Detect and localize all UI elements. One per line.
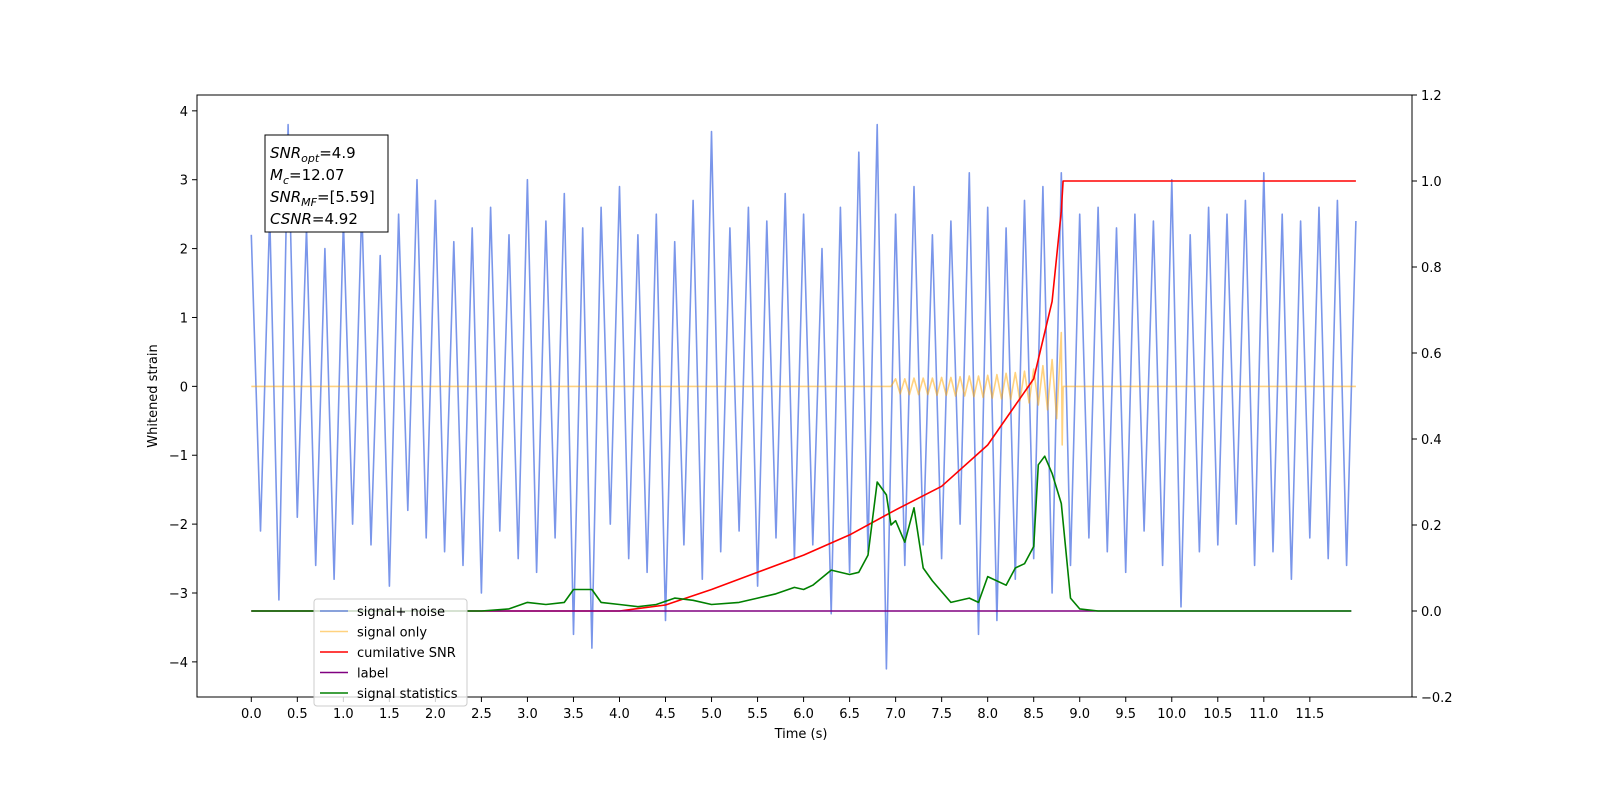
x-tick-label: 3.0 xyxy=(517,707,538,722)
annotation-line: SNRMF=[5.59] xyxy=(270,188,375,209)
legend-label: label xyxy=(357,667,388,682)
x-tick-label: 2.5 xyxy=(471,707,492,722)
y2-tick-label: 0.0 xyxy=(1421,605,1442,620)
x-tick-label: 1.0 xyxy=(333,707,354,722)
x-tick-label: 3.5 xyxy=(563,707,584,722)
y-tick-label: 1 xyxy=(180,311,188,326)
x-tick-label: 8.5 xyxy=(1023,707,1044,722)
series-line xyxy=(251,180,1356,612)
annotation-symbol: M xyxy=(270,166,283,184)
x-tick-label: 11.5 xyxy=(1295,707,1324,722)
x-tick-label: 4.5 xyxy=(655,707,676,722)
x-tick-label: 0.0 xyxy=(241,707,262,722)
x-tick-label: 11.0 xyxy=(1249,707,1278,722)
x-tick-label: 4.0 xyxy=(609,707,630,722)
annotation-subscript: opt xyxy=(301,152,320,165)
series-line xyxy=(250,123,1357,670)
y-tick-label: −1 xyxy=(169,449,188,464)
annotation-symbol: SNR xyxy=(270,188,301,206)
y2-tick-label: 0.2 xyxy=(1421,519,1442,534)
y-axis-label: Whitened strain xyxy=(146,344,161,447)
y-tick-label: −2 xyxy=(169,518,188,533)
legend-label: signal statistics xyxy=(357,687,458,702)
x-tick-label: 1.5 xyxy=(379,707,400,722)
x-tick-label: 5.0 xyxy=(701,707,722,722)
y-tick-label: 2 xyxy=(180,243,188,258)
legend-label: cumilative SNR xyxy=(357,646,456,661)
annotation-line: CSNR=4.92 xyxy=(270,210,358,228)
y2-tick-label: 1.2 xyxy=(1421,89,1442,104)
y-tick-label: 0 xyxy=(180,380,188,395)
annotation-line: Mc=12.07 xyxy=(270,166,345,187)
y-tick-label: −4 xyxy=(169,656,188,671)
axes-frame xyxy=(196,94,1413,698)
x-tick-label: 5.5 xyxy=(747,707,768,722)
y2-tick-label: −0.2 xyxy=(1421,691,1453,706)
series-line xyxy=(251,455,1352,612)
y2-tick-label: 0.6 xyxy=(1421,347,1442,362)
annotation-text: =4.9 xyxy=(319,144,355,162)
x-axis-label: Time (s) xyxy=(774,727,828,742)
annotation-box xyxy=(264,134,389,233)
x-tick-label: 10.0 xyxy=(1157,707,1186,722)
annotation-subscript: MF xyxy=(301,196,317,209)
legend-box xyxy=(313,598,468,707)
x-tick-label: 7.0 xyxy=(885,707,906,722)
y2-tick-label: 0.4 xyxy=(1421,433,1442,448)
annotation-symbol: CSNR xyxy=(270,210,312,228)
x-tick-label: 6.0 xyxy=(793,707,814,722)
x-tick-label: 10.5 xyxy=(1203,707,1232,722)
x-tick-label: 7.5 xyxy=(931,707,952,722)
annotation-symbol: SNR xyxy=(270,144,301,162)
x-tick-label: 9.5 xyxy=(1115,707,1136,722)
y2-tick-label: 0.8 xyxy=(1421,261,1442,276)
x-tick-label: 9.0 xyxy=(1069,707,1090,722)
annotation-line: SNRopt=4.9 xyxy=(270,144,356,165)
legend: signal+ noise signal only cumilative SNR la… xyxy=(313,598,468,707)
y-tick-label: 4 xyxy=(180,105,188,120)
annotation-text: =12.07 xyxy=(289,166,345,184)
series-line xyxy=(251,331,1356,446)
x-tick-label: 6.5 xyxy=(839,707,860,722)
y-tick-label: −3 xyxy=(169,587,188,602)
x-tick-label: 0.5 xyxy=(287,707,308,722)
x-tick-label: 8.0 xyxy=(977,707,998,722)
annotation-text: =[5.59] xyxy=(317,188,375,206)
y-tick-label: 3 xyxy=(180,174,188,189)
legend-label: signal only xyxy=(357,626,427,641)
legend-label: signal+ noise xyxy=(357,605,445,620)
y2-tick-label: 1.0 xyxy=(1421,175,1442,190)
x-tick-label: 2.0 xyxy=(425,707,446,722)
annotation-subscript: c xyxy=(283,174,289,187)
annotation-text: =4.92 xyxy=(312,210,358,228)
